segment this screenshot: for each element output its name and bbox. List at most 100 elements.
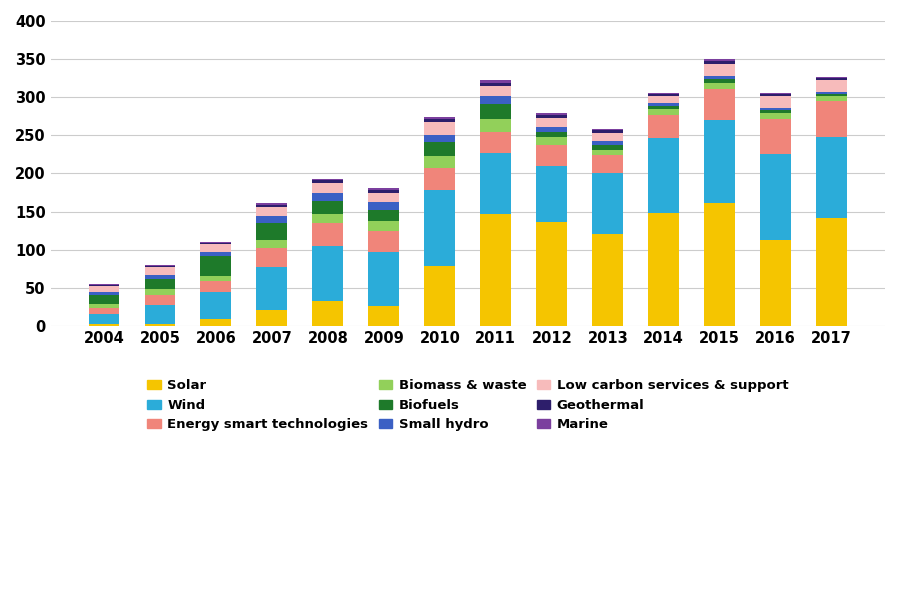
Bar — [705, 83, 735, 89]
Bar — [88, 325, 120, 326]
Bar — [648, 110, 680, 115]
Bar — [312, 180, 343, 183]
Bar — [312, 183, 343, 193]
Bar — [816, 92, 847, 94]
Bar — [816, 101, 847, 137]
Bar — [88, 309, 120, 314]
Bar — [425, 117, 455, 118]
Bar — [256, 203, 287, 205]
Bar — [425, 156, 455, 168]
Bar — [648, 213, 680, 326]
Bar — [312, 214, 343, 223]
Bar — [201, 319, 231, 326]
Bar — [536, 221, 567, 326]
Bar — [88, 304, 120, 309]
Bar — [201, 276, 231, 281]
Bar — [760, 110, 791, 113]
Bar — [256, 207, 287, 216]
Bar — [256, 205, 287, 207]
Bar — [648, 94, 680, 97]
Bar — [312, 223, 343, 246]
Bar — [88, 284, 120, 285]
Bar — [760, 108, 791, 110]
Bar — [425, 142, 455, 156]
Bar — [705, 79, 735, 83]
Bar — [536, 166, 567, 221]
Bar — [816, 219, 847, 326]
Bar — [256, 267, 287, 310]
Bar — [816, 97, 847, 101]
Bar — [592, 174, 623, 234]
Bar — [648, 92, 680, 94]
Bar — [760, 240, 791, 326]
Bar — [88, 285, 120, 286]
Bar — [201, 244, 231, 252]
Bar — [816, 77, 847, 78]
Bar — [145, 289, 176, 294]
Bar — [481, 97, 511, 104]
Bar — [481, 120, 511, 131]
Bar — [481, 81, 511, 83]
Bar — [536, 127, 567, 133]
Bar — [312, 193, 343, 201]
Bar — [481, 131, 511, 153]
Bar — [816, 78, 847, 81]
Bar — [481, 86, 511, 97]
Bar — [256, 248, 287, 267]
Bar — [705, 61, 735, 64]
Bar — [145, 275, 176, 279]
Bar — [760, 94, 791, 97]
Bar — [312, 246, 343, 301]
Bar — [201, 281, 231, 292]
Bar — [368, 306, 400, 326]
Bar — [201, 243, 231, 244]
Bar — [592, 133, 623, 141]
Bar — [705, 76, 735, 79]
Bar — [425, 190, 455, 266]
Bar — [536, 115, 567, 118]
Bar — [368, 210, 400, 221]
Bar — [536, 113, 567, 115]
Bar — [368, 190, 400, 193]
Bar — [88, 286, 120, 293]
Bar — [705, 203, 735, 326]
Bar — [648, 102, 680, 107]
Bar — [481, 214, 511, 326]
Bar — [256, 240, 287, 248]
Bar — [145, 324, 176, 326]
Bar — [816, 94, 847, 97]
Bar — [256, 310, 287, 326]
Bar — [760, 118, 791, 154]
Bar — [760, 92, 791, 94]
Bar — [648, 138, 680, 213]
Bar — [705, 89, 735, 120]
Bar — [145, 266, 176, 267]
Bar — [592, 141, 623, 145]
Bar — [145, 267, 176, 275]
Bar — [592, 234, 623, 326]
Bar — [312, 179, 343, 180]
Bar — [648, 115, 680, 138]
Bar — [760, 97, 791, 108]
Bar — [425, 122, 455, 135]
Bar — [705, 120, 735, 203]
Bar — [705, 59, 735, 61]
Bar — [312, 201, 343, 214]
Bar — [536, 133, 567, 137]
Bar — [536, 118, 567, 127]
Bar — [760, 154, 791, 240]
Bar — [592, 128, 623, 130]
Bar — [145, 306, 176, 324]
Bar — [425, 168, 455, 190]
Bar — [592, 155, 623, 174]
Bar — [425, 118, 455, 122]
Bar — [256, 216, 287, 223]
Bar — [368, 231, 400, 252]
Bar — [592, 150, 623, 155]
Bar — [368, 221, 400, 231]
Bar — [368, 203, 400, 210]
Bar — [312, 301, 343, 326]
Bar — [481, 153, 511, 214]
Bar — [425, 266, 455, 326]
Bar — [592, 130, 623, 133]
